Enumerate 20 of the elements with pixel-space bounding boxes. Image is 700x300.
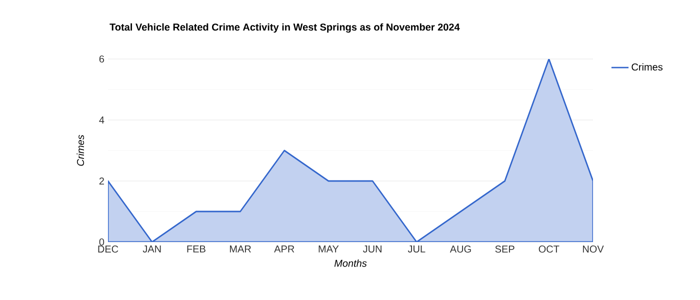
y-axis-title: Crimes (76, 134, 84, 166)
x-tick-label: JUL (408, 246, 426, 253)
x-axis-title: Months (334, 259, 367, 267)
x-tick-label: FEB (187, 246, 206, 252)
x-tick-label: NOV (582, 246, 604, 253)
x-tick-label: APR (274, 246, 294, 252)
legend-label: Crimes (632, 63, 663, 71)
y-tick-label: 6 (99, 55, 104, 63)
x-tick-label: SEP (495, 246, 514, 253)
y-tick-label: 2 (99, 178, 104, 184)
x-tick-label: DEC (98, 246, 118, 253)
x-tick-label: AUG (450, 246, 471, 253)
y-tick-label: 4 (99, 116, 104, 124)
x-tick-label: JUN (362, 246, 382, 253)
x-tick-label: MAY (318, 246, 339, 252)
y-tick-label: 0 (99, 238, 104, 246)
x-tick-label: MAR (230, 246, 251, 252)
chart-title: Total Vehicle Related Crime Activity in West Springs as of November 2024 (110, 23, 460, 33)
x-tick-label: OCT (538, 246, 560, 253)
x-tick-label: JAN (142, 246, 161, 253)
